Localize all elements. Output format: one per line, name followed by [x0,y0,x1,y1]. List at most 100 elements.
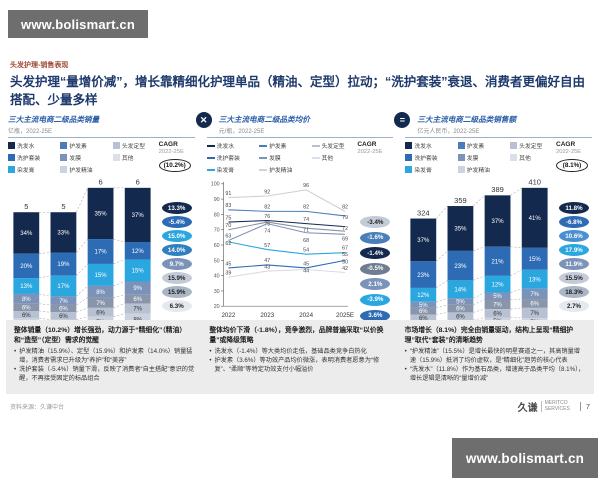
chart-label: 55 [342,252,348,258]
chart-label: 70 [213,228,219,234]
source-note: 资料来源：久谦中台 [10,405,65,411]
chart-label: 20% [20,264,33,270]
bar-segment [447,298,474,305]
bar-segment [522,187,548,248]
bar-segment [410,314,437,322]
chart-label: 34% [20,231,33,237]
bar-segment [50,252,77,276]
cagr-badge: 18.3% [559,286,590,298]
cagr-badge: -6.8% [559,216,590,228]
legend-item: 头发定型 [510,141,556,150]
chart-label: 6% [22,306,31,312]
notes-band: 整体销量（10.2%）增长强劲，动力源于“精细化”（精油）和“造型”（定型）需求… [6,320,594,394]
chart-label: 76 [264,214,270,220]
cagr-header: CAGR 2022-25E (10.2%) [158,141,195,174]
slide-header: 头发护理-销售表现 头发护理“量增价减”，增长靠精细化护理单品（精油、定型）拉动… [10,60,590,109]
chart-label: 5 [24,202,28,211]
legend-swatch [510,154,518,161]
chart-label: 75 [264,221,270,227]
chart-label: 7% [531,311,540,317]
chart-label: 7% [494,302,503,308]
price-cagr-badges: -3.4%-1.6%-1.4%-0.5%2.1%-3.9%3.6%2.5% [357,176,393,338]
chart-label: 50 [213,258,219,264]
chart-label: 389 [492,185,505,194]
panel-sales-unit: 亿元人民币，2022-25E [417,129,480,135]
bar-segment [50,296,77,305]
bar-segment [124,241,151,260]
legend-item: 护发素 [60,141,110,150]
line-series [228,189,345,212]
legend-item: 染发膏 [206,165,257,174]
legend-item: 护发精油 [457,165,508,174]
legend-swatch [259,156,268,159]
bar-segment [484,246,511,276]
bar-segment [447,280,474,299]
bar-segment [50,212,77,253]
chart-label: 45 [225,261,231,267]
legend-item: 洗发水 [405,141,455,150]
page-number: 7 [579,402,590,411]
sales-stacked-bar-chart: 32437%23%12%5%6%6%4%7%202235935%23%14%5%… [405,176,556,353]
cagr-badge: -5.4% [161,216,192,228]
legend-swatch [259,144,268,147]
legend-swatch [206,144,215,147]
note-price: 整体均价下滑（-1.8%），竞争激烈，品牌普遍采取“以价换量”或降级策略 • 洗发… [209,327,384,373]
cagr-badge: 10.6% [559,230,590,242]
bar-segment [87,297,114,308]
bar-segment [13,311,40,319]
chart-label: 37% [132,213,145,219]
bar-segment [50,275,77,297]
chart-label: 5 [61,202,65,211]
chart-label: 5% [456,300,465,306]
cagr-badge: -0.5% [360,262,391,275]
cagr-badge: 17.9% [559,244,590,256]
chart-label: 71 [303,227,309,233]
bar-segment [124,303,151,314]
chart-label: 2025E [336,312,354,319]
chart-label: 6% [494,312,503,318]
cagr-badge: 11.8% [559,202,590,214]
panel-volume-unit: 亿瓶，2022-25E [8,129,53,135]
cagr-badge: 15.9% [161,272,192,284]
chart-label: 57 [264,243,270,249]
chart-label: 15% [529,257,542,263]
line-series [227,241,345,255]
cagr-badge: 14.0% [161,244,192,256]
chart-label: 6 [136,178,140,187]
chart-label: 2024 [299,312,313,319]
chart-label: 44 [303,269,309,275]
line-series [227,268,345,278]
chart-label: 6% [133,297,142,303]
bar-segment [484,299,511,310]
chart-label: 45 [303,261,309,267]
chart-label: 6% [531,302,540,308]
chart-label: 6 [98,178,102,187]
legend-item: 其他 [112,153,159,162]
legend-swatch [457,154,465,161]
watermark-top: www.bolismart.cn [8,10,148,38]
chart-label: 92 [264,189,270,195]
section-eyebrow: 头发护理-销售表现 [10,62,69,69]
equals-icon: = [394,112,411,128]
bar-segment [410,261,437,288]
chart-label: 6% [419,316,428,322]
bar-segment [484,309,511,318]
chart-label: 19% [57,262,70,268]
panel-price-unit: 元/瓶，2022-25E [218,129,265,135]
chart-label: 17% [57,284,70,290]
watermark-bottom: www.bolismart.cn [452,438,598,478]
legend-item: 染发膏 [8,165,58,174]
chart-label: 6% [456,307,465,313]
panel-sales-header: = 三大主流电商二级品类销售额 亿元人民币，2022-25E [394,112,593,138]
panel-volume-header: 三大主流电商二级品类销量 亿瓶，2022-25E [8,114,195,138]
bar-segment [484,275,511,293]
chart-label: 82 [264,205,270,211]
chart-label: 41% [529,216,542,222]
cagr-badge: 3.6% [360,309,391,322]
line-series [227,221,345,232]
cagr-badge: 9.7% [161,258,192,270]
bar-segment [410,287,437,302]
panel-price: ✕ 三大主流电商二级品类均价 元/瓶，2022-25E 洗发水 护发素 头发定型 洗护… [195,112,394,338]
bar-segment [447,304,474,313]
chart-label: 6% [59,307,68,313]
